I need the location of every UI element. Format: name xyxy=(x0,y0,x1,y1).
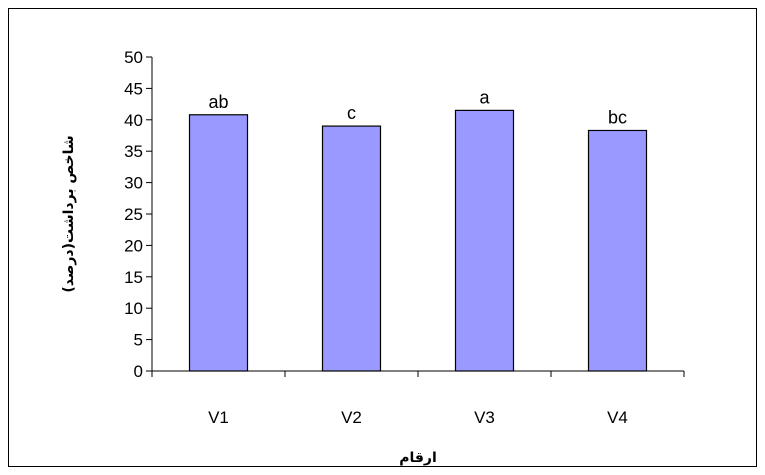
y-tick-label: 45 xyxy=(124,79,143,98)
x-axis-title: ارقام xyxy=(399,450,437,466)
bar-annotation: bc xyxy=(608,107,627,127)
bars xyxy=(188,109,648,372)
bar-annotation: ab xyxy=(208,92,228,112)
x-tick-label: V4 xyxy=(607,408,628,427)
x-tick-label: V3 xyxy=(474,408,495,427)
bar-v1 xyxy=(188,114,249,372)
y-axis: 0 5 10 15 20 25 30 35 40 45 50 xyxy=(124,48,153,381)
y-tick-label: 25 xyxy=(124,205,143,224)
y-tick-label: 40 xyxy=(124,111,143,130)
x-tick-label: V2 xyxy=(341,408,362,427)
x-axis: V1 V2 V3 V4 xyxy=(151,370,685,427)
y-tick-label: 10 xyxy=(124,299,143,318)
bar-annotation: a xyxy=(479,87,490,107)
bar-v2 xyxy=(321,125,382,372)
y-tick-label: 15 xyxy=(124,268,143,287)
y-tick-label: 35 xyxy=(124,142,143,161)
y-tick-label: 30 xyxy=(124,174,143,193)
y-tick-label: 5 xyxy=(134,331,143,350)
bar-annotation: c xyxy=(347,103,356,123)
bar-v3 xyxy=(454,109,515,372)
y-tick-label: 0 xyxy=(134,362,143,381)
x-tick-label: V1 xyxy=(208,408,229,427)
y-axis-title: شاخص برداشت(درصد) xyxy=(61,135,77,292)
bar-v4 xyxy=(587,129,648,372)
y-tick-label: 50 xyxy=(124,48,143,67)
y-tick-label: 20 xyxy=(124,236,143,255)
